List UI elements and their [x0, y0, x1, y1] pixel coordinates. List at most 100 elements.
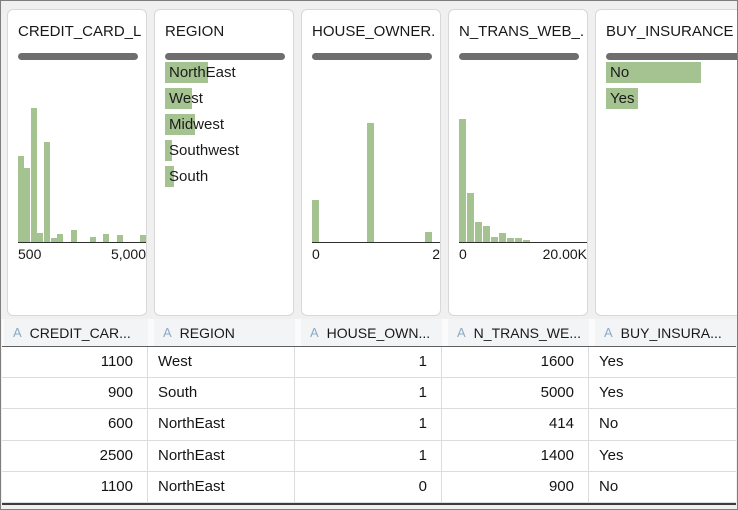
- category-list: NorthEast West Midwest Southwest South: [165, 60, 287, 190]
- histogram-bar[interactable]: [31, 108, 37, 242]
- category-frequency-bar: [606, 88, 638, 109]
- category-frequency-bar: [165, 166, 174, 187]
- category-item[interactable]: Yes: [606, 86, 735, 112]
- table-cell: 2500: [2, 440, 148, 471]
- histogram-bar[interactable]: [515, 238, 522, 242]
- histogram-bar[interactable]: [18, 156, 24, 242]
- category-frequency-bar: [606, 62, 701, 83]
- table-cell: 1100: [2, 347, 148, 378]
- table-cell: South: [148, 378, 295, 409]
- table-cell: No: [599, 415, 619, 433]
- column-header[interactable]: A HOUSE_OWN...: [301, 319, 442, 346]
- table-cell: Yes: [599, 353, 624, 370]
- table-cell: West: [148, 347, 295, 378]
- table-cell: 1600: [442, 347, 589, 378]
- category-item[interactable]: Southwest: [165, 138, 287, 164]
- histogram-bar[interactable]: [523, 239, 530, 242]
- table-cell: 600: [2, 409, 148, 440]
- quality-bar[interactable]: [606, 53, 737, 60]
- x-axis-labels: 0 20.00K: [459, 246, 587, 262]
- category-item[interactable]: NorthEast: [165, 60, 287, 86]
- text-type-icon: A: [457, 325, 466, 340]
- histogram-bar[interactable]: [491, 237, 498, 242]
- column-header-label: REGION: [179, 324, 235, 341]
- table-cell: 414: [442, 409, 589, 440]
- category-label: No: [610, 64, 630, 81]
- axis-min-label: 0: [459, 246, 467, 262]
- text-type-icon: A: [604, 325, 613, 340]
- table-cell: 1: [295, 440, 442, 471]
- table-cell: NorthEast: [148, 409, 295, 440]
- category-item[interactable]: Midwest: [165, 112, 287, 138]
- category-frequency-bar: [165, 114, 195, 135]
- table-cell: No: [599, 477, 619, 495]
- category-item[interactable]: West: [165, 86, 287, 112]
- text-type-icon: A: [13, 325, 22, 340]
- column-header[interactable]: A BUY_INSURA...: [595, 319, 737, 346]
- table-cell: 5000: [442, 378, 589, 409]
- histogram-bar[interactable]: [483, 226, 490, 242]
- table-cell: 1100: [2, 471, 148, 502]
- column-header-label: CREDIT_CAR...: [29, 324, 131, 341]
- quality-bar[interactable]: [165, 53, 285, 60]
- card-title: N_TRANS_WEB_...: [459, 23, 583, 40]
- histogram-chart: [18, 108, 146, 243]
- profile-card[interactable]: REGION NorthEast West Midwest Southwest South: [154, 9, 294, 316]
- table-cell: 1: [295, 378, 442, 409]
- axis-min-label: 0: [312, 246, 320, 262]
- histogram-bar[interactable]: [499, 233, 506, 242]
- table-row[interactable]: 2500 NorthEast 1 1400 Yes: [2, 440, 736, 472]
- quality-bar[interactable]: [312, 53, 432, 60]
- column-header[interactable]: A N_TRANS_WE...: [448, 319, 589, 346]
- histogram-bar[interactable]: [37, 232, 43, 242]
- histogram-bar[interactable]: [103, 233, 109, 242]
- histogram-bar[interactable]: [51, 237, 57, 242]
- histogram-bar[interactable]: [507, 238, 514, 242]
- table-cell: 0: [295, 471, 442, 502]
- table-header-row: A CREDIT_CAR... A REGION A HOUSE_OWN... A N_TRA…: [2, 319, 737, 347]
- table-cell: 900: [442, 471, 589, 502]
- histogram-bar[interactable]: [90, 236, 96, 242]
- column-header[interactable]: A REGION: [154, 319, 295, 346]
- histogram-bar[interactable]: [117, 235, 123, 242]
- table-row[interactable]: 1100 NorthEast 0 900 No: [2, 471, 736, 503]
- category-list: No Yes: [606, 60, 735, 112]
- histogram-bar[interactable]: [44, 141, 50, 242]
- histogram-bar[interactable]: [467, 192, 474, 242]
- quality-bar[interactable]: [459, 53, 579, 60]
- histogram-bar[interactable]: [459, 119, 466, 242]
- column-header-label: BUY_INSURA...: [620, 324, 722, 341]
- table-row[interactable]: 1100 West 1 1600 Yes: [2, 347, 736, 379]
- profile-card[interactable]: BUY_INSURANCE No Yes: [595, 9, 737, 316]
- axis-max-label: 2: [432, 246, 440, 262]
- x-axis-labels: 500 5,000: [18, 246, 146, 262]
- profile-card[interactable]: HOUSE_OWNER... 0 2: [301, 9, 441, 316]
- category-label: NorthEast: [169, 64, 236, 81]
- category-item[interactable]: South: [165, 164, 287, 190]
- column-header[interactable]: A CREDIT_CAR...: [4, 319, 148, 346]
- histogram-bar[interactable]: [312, 200, 319, 242]
- histogram-bar[interactable]: [425, 232, 432, 242]
- histogram-bar[interactable]: [57, 233, 63, 242]
- category-label: Southwest: [169, 142, 240, 159]
- table-bottom-edge: [2, 503, 736, 505]
- histogram-bar[interactable]: [475, 222, 482, 242]
- table-cell: Yes: [599, 446, 624, 464]
- table-row[interactable]: 600 NorthEast 1 414 No: [2, 409, 736, 441]
- histogram-chart: [312, 123, 440, 243]
- quality-bar[interactable]: [18, 53, 138, 60]
- profile-card[interactable]: N_TRANS_WEB_... 0 20.00K: [448, 9, 588, 316]
- table-cell: 1: [295, 409, 442, 440]
- histogram-bar[interactable]: [24, 168, 30, 242]
- category-frequency-bar: [165, 140, 172, 161]
- histogram-bar[interactable]: [367, 123, 374, 242]
- axis-min-label: 500: [18, 246, 42, 262]
- table-row[interactable]: 900 South 1 5000 Yes: [2, 378, 736, 410]
- column-header-label: HOUSE_OWN...: [326, 324, 431, 341]
- table-cell: 1400: [442, 440, 589, 471]
- histogram-bar[interactable]: [71, 229, 77, 242]
- profile-card[interactable]: CREDIT_CARD_L... 500 5,000: [7, 9, 147, 316]
- histogram-bar[interactable]: [140, 235, 146, 242]
- category-item[interactable]: No: [606, 60, 735, 86]
